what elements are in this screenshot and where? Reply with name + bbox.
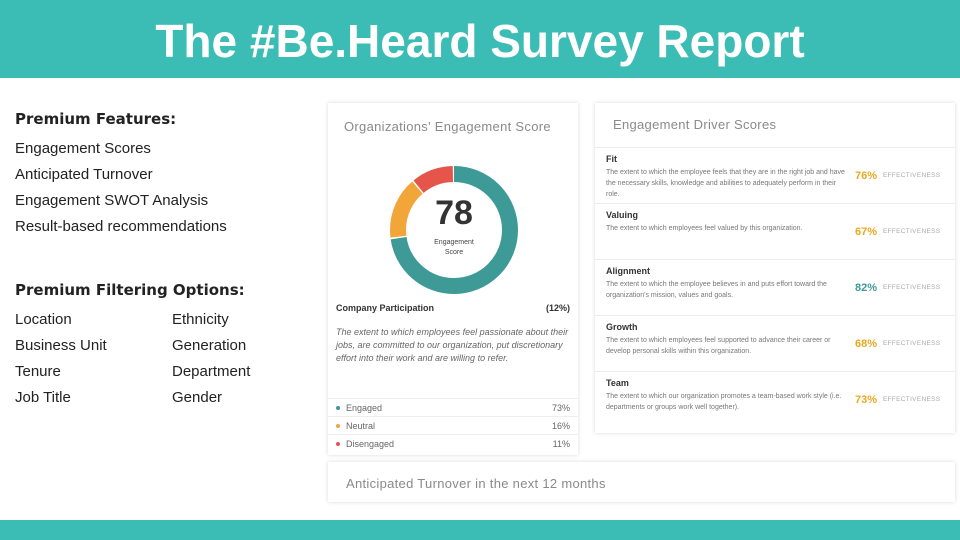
features-section: Premium Features: Engagement Scores Anti… [15, 110, 315, 406]
engagement-score-value: 78 [435, 194, 473, 232]
stat-value: 11% [552, 438, 570, 449]
stat-value: 73% [551, 402, 570, 413]
driver-percent: 82% [855, 282, 878, 294]
effectiveness-label: EFFECTIVENESS [883, 172, 941, 179]
filtering-options-title: Premium Filtering Options: [15, 281, 245, 299]
driver-name: Alignment [606, 266, 650, 276]
engaged-dot-icon [336, 405, 340, 410]
drivers-panel-title: Engagement Driver Scores [613, 117, 777, 132]
effectiveness-label: EFFECTIVENESS [883, 340, 941, 347]
filter-item: Tenure [15, 363, 61, 380]
stat-name: Neutral [346, 420, 376, 431]
turnover-panel-title: Anticipated Turnover in the next 12 mont… [346, 476, 606, 491]
driver-row-alignment: Alignment The extent to which the employ… [595, 259, 955, 315]
driver-row-growth: Growth The extent to which employees fee… [595, 315, 955, 371]
footer-bar [0, 520, 960, 540]
engagement-stats-list: Engaged 73% Neutral 16% Disengaged 11% [328, 398, 578, 452]
driver-row-fit: Fit The extent to which the employee fee… [595, 147, 955, 203]
score-label-line2: Score [444, 249, 464, 256]
stat-row-engaged: Engaged 73% [328, 398, 578, 416]
driver-description: The extent to which our organization pro… [606, 393, 842, 411]
engagement-score-label: Engagement Score [390, 238, 518, 258]
filter-item: Ethnicity [172, 311, 229, 328]
feature-item: Result-based recommendations [15, 218, 227, 235]
engagement-description: The extent to which employees feel passi… [336, 327, 569, 363]
donut-svg [390, 166, 518, 294]
anticipated-turnover-panel: Anticipated Turnover in the next 12 mont… [328, 462, 955, 502]
driver-description: The extent to which employees feel suppo… [606, 337, 831, 355]
participation-label: Company Participation [336, 303, 435, 313]
page-title: The #Be.Heard Survey Report [155, 15, 805, 67]
effectiveness-label: EFFECTIVENESS [883, 396, 941, 403]
feature-item: Engagement Scores [15, 140, 151, 157]
filter-item: Location [15, 311, 72, 328]
driver-percent: 73% [855, 394, 878, 406]
driver-name: Growth [606, 322, 638, 332]
driver-name: Team [606, 378, 629, 388]
filter-item: Business Unit [15, 337, 107, 354]
disengaged-dot-icon [336, 441, 340, 446]
stat-row-neutral: Neutral 16% [328, 416, 578, 434]
company-participation-row: Company Participation (12%) [336, 303, 570, 313]
feature-item: Engagement SWOT Analysis [15, 192, 209, 209]
drivers-list: Fit The extent to which the employee fee… [595, 147, 955, 427]
driver-percent: 68% [855, 338, 878, 350]
engagement-score-panel: Organizations' Engagement Score 78 Engag… [328, 103, 578, 455]
driver-description: The extent to which the employee feels t… [606, 169, 845, 198]
filter-grid: Location Ethnicity Business Unit Generat… [15, 311, 315, 406]
donut-slice-neutral [390, 166, 518, 294]
participation-value: (12%) [545, 303, 570, 313]
stat-row-disengaged: Disengaged 11% [328, 434, 578, 452]
stat-name: Disengaged [346, 438, 395, 449]
engagement-donut-chart: 78 Engagement Score [390, 166, 518, 299]
engagement-panel-title: Organizations' Engagement Score [344, 119, 551, 134]
title-banner: The #Be.Heard Survey Report [0, 0, 960, 78]
stat-value: 16% [551, 420, 570, 431]
driver-percent: 67% [855, 226, 878, 238]
filter-item: Job Title [15, 389, 71, 406]
donut-slice-engaged [390, 166, 518, 294]
stat-name: Engaged [346, 402, 383, 413]
premium-features-title: Premium Features: [15, 110, 177, 128]
driver-description: The extent to which employees feel value… [606, 225, 803, 232]
driver-row-team: Team The extent to which our organizatio… [595, 371, 955, 427]
driver-percent: 76% [855, 170, 878, 182]
feature-item: Anticipated Turnover [15, 166, 153, 183]
engagement-drivers-panel: Engagement Driver Scores Fit The extent … [595, 103, 955, 433]
score-label-line1: Engagement [434, 239, 474, 246]
neutral-dot-icon [336, 423, 340, 428]
effectiveness-label: EFFECTIVENESS [883, 228, 941, 235]
filter-item: Generation [172, 337, 247, 354]
effectiveness-label: EFFECTIVENESS [883, 284, 941, 291]
driver-description: The extent to which the employee believe… [606, 281, 827, 299]
driver-row-valuing: Valuing The extent to which employees fe… [595, 203, 955, 259]
driver-name: Fit [606, 154, 617, 164]
filter-item: Department [172, 363, 251, 380]
driver-name: Valuing [606, 210, 639, 220]
filter-item: Gender [172, 389, 223, 406]
